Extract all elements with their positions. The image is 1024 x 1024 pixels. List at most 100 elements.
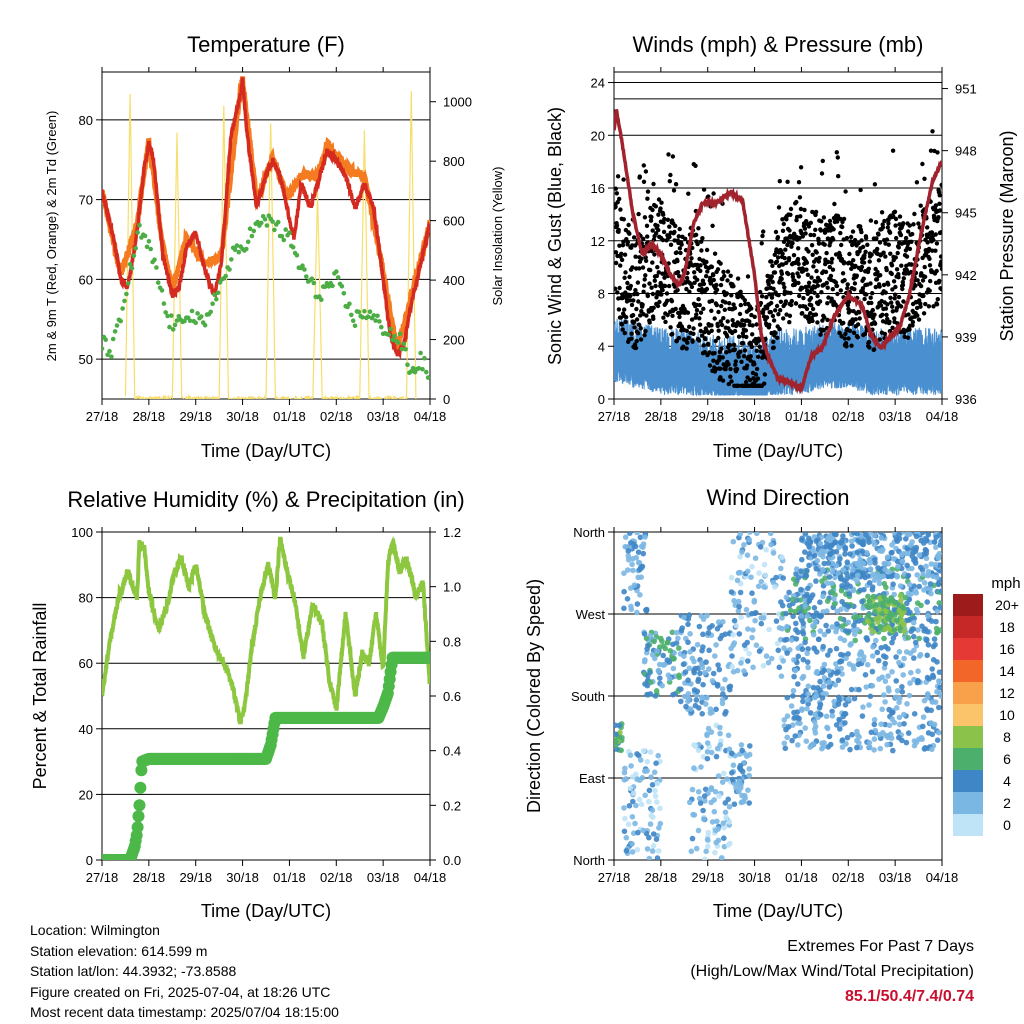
direction-point	[845, 651, 851, 657]
direction-point	[699, 694, 705, 701]
gust-point	[725, 269, 731, 274]
gust-point	[781, 316, 786, 321]
direction-point	[823, 713, 830, 720]
direction-point	[784, 713, 791, 719]
colorbar-label: 16	[999, 641, 1015, 657]
direction-point	[630, 798, 636, 805]
direction-point	[885, 615, 891, 622]
precipitation-point	[424, 651, 430, 664]
direction-point	[761, 584, 767, 590]
direction-point	[812, 723, 819, 730]
gust-point	[754, 348, 759, 353]
gust-point	[928, 278, 933, 284]
direction-point	[738, 614, 744, 621]
direction-point	[821, 560, 827, 567]
direction-point	[921, 587, 927, 593]
x-tick-label: 03/18	[367, 409, 400, 424]
gust-point	[701, 343, 706, 348]
gust-point	[628, 283, 633, 289]
gust-point	[720, 355, 725, 360]
gust-point	[776, 205, 782, 210]
gust-point	[691, 326, 696, 331]
dewpoint-point	[424, 369, 429, 375]
gust-point	[934, 241, 940, 246]
gust-point	[902, 334, 907, 339]
direction-point	[651, 769, 658, 776]
gust-point	[878, 273, 883, 278]
gust-point	[712, 316, 717, 321]
direction-point	[679, 625, 685, 631]
gust-point	[707, 363, 713, 368]
gust-point	[614, 250, 619, 255]
dewpoint-point	[174, 318, 180, 323]
direction-point	[634, 532, 640, 536]
direction-point	[899, 558, 905, 565]
gust-point	[693, 163, 698, 168]
direction-point	[846, 628, 852, 635]
x-tick-label: 04/18	[414, 870, 447, 885]
gust-point	[776, 312, 781, 317]
gust-point	[773, 308, 778, 313]
direction-point	[786, 589, 792, 596]
gust-point	[749, 306, 754, 311]
x-tick-label: 01/18	[273, 409, 306, 424]
x-tick-label: 27/18	[86, 870, 119, 885]
direction-point	[779, 602, 786, 609]
gust-point	[627, 274, 632, 280]
dewpoint-point	[259, 220, 264, 226]
direction-point	[713, 827, 719, 834]
gust-point	[673, 223, 678, 229]
direction-point	[931, 539, 938, 545]
direction-point	[923, 536, 929, 542]
direction-point	[802, 549, 808, 555]
gust-point	[656, 270, 661, 275]
gust-point	[859, 238, 864, 243]
gust-point	[884, 312, 889, 318]
direction-point	[837, 574, 844, 581]
gust-point	[711, 358, 716, 363]
direction-point	[799, 556, 805, 563]
gust-point	[893, 255, 898, 260]
direction-point	[849, 543, 855, 549]
direction-point	[901, 721, 907, 727]
gust-point	[760, 233, 765, 239]
direction-point	[804, 613, 811, 619]
direction-point	[881, 560, 887, 567]
colorbar-swatch	[953, 704, 983, 726]
direction-point	[899, 551, 905, 558]
gust-point	[634, 338, 639, 344]
direction-point	[818, 712, 824, 718]
y-tick-label: East	[579, 771, 605, 786]
direction-point	[870, 644, 876, 650]
direction-point	[800, 656, 807, 663]
y2-tick-label: 1000	[443, 95, 472, 110]
gust-point	[714, 282, 719, 288]
direction-point	[627, 532, 633, 536]
gust-point	[830, 267, 836, 272]
direction-point	[756, 570, 762, 576]
direction-point	[651, 638, 657, 645]
direction-point	[860, 657, 867, 663]
gust-point	[761, 307, 766, 312]
gust-point	[754, 366, 760, 372]
gust-point	[798, 165, 804, 170]
gust-point	[666, 152, 671, 157]
gust-point	[770, 263, 775, 268]
dewpoint-point	[148, 246, 153, 252]
direction-point	[866, 539, 872, 545]
direction-point	[614, 722, 619, 729]
gust-point	[712, 351, 717, 356]
direction-point	[918, 537, 924, 544]
gust-point	[720, 378, 726, 383]
gust-point	[810, 306, 816, 312]
gust-point	[875, 246, 880, 252]
gust-point	[622, 252, 628, 257]
direction-point	[885, 561, 892, 567]
direction-point	[630, 567, 636, 574]
x-tick-label: 02/18	[832, 870, 865, 885]
gust-point	[799, 230, 804, 236]
gust-point	[686, 335, 691, 341]
x-tick-label: 01/18	[273, 870, 306, 885]
direction-point	[735, 598, 742, 605]
